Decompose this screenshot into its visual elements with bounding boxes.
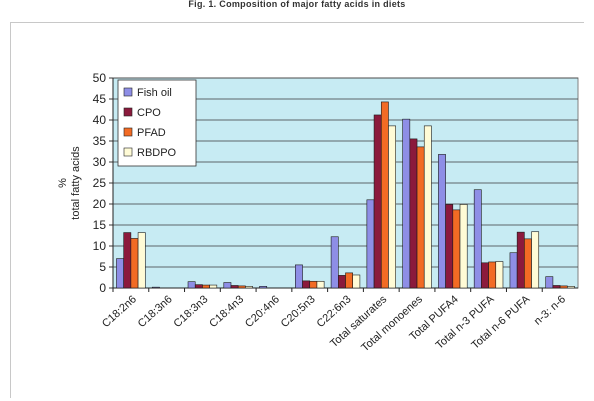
bar-cpo xyxy=(409,138,418,289)
bar-pfad xyxy=(416,146,425,289)
bar-fish-oil xyxy=(295,264,303,289)
bar-rbdpo xyxy=(137,232,146,289)
bar-cpo xyxy=(481,262,489,289)
y-axis-label: %total fatty acids xyxy=(57,146,82,220)
bar-fish-oil xyxy=(223,282,232,289)
bar-pfad xyxy=(559,285,568,289)
x-tick-label: n-3: n-6 xyxy=(532,293,568,327)
bar-fish-oil xyxy=(259,286,268,289)
legend-swatch xyxy=(123,107,133,117)
y-tick-label: 5 xyxy=(99,260,106,274)
bar-fish-oil xyxy=(330,236,339,289)
bar-pfad xyxy=(488,261,497,289)
y-axis-label-line: % xyxy=(57,178,69,188)
bar-fish-oil xyxy=(366,199,375,289)
y-tick-label: 25 xyxy=(93,176,107,190)
bar-rbdpo xyxy=(567,286,575,289)
bar-cpo xyxy=(230,285,239,289)
bar-cpo xyxy=(123,232,132,289)
bar-fish-oil xyxy=(509,252,518,289)
y-tick-label: 15 xyxy=(93,218,107,232)
legend-swatch xyxy=(123,147,133,157)
y-tick-label: 40 xyxy=(93,113,107,127)
bar-rbdpo xyxy=(459,204,468,289)
legend-label: PFAD xyxy=(137,127,166,139)
bar-fish-oil xyxy=(187,281,196,289)
bar-cpo xyxy=(445,204,454,289)
chart-frame xyxy=(10,22,584,398)
x-tick-label: C18:3n3 xyxy=(171,293,210,330)
bar-pfad xyxy=(380,101,389,289)
x-tick-label: Total monoenes xyxy=(359,293,425,354)
legend-label: RBDPO xyxy=(137,147,177,159)
bar-rbdpo xyxy=(495,261,504,289)
bar-rbdpo xyxy=(245,286,253,289)
figure-caption: Fig. 1. Composition of major fatty acids… xyxy=(188,0,406,9)
bar-rbdpo xyxy=(423,125,432,289)
bar-fish-oil xyxy=(402,118,411,289)
legend-swatch xyxy=(123,87,133,97)
bar-fish-oil xyxy=(545,276,554,289)
bar-pfad xyxy=(130,238,139,289)
bar-pfad xyxy=(524,238,532,289)
bar-pfad xyxy=(202,284,210,289)
bar-rbdpo xyxy=(209,284,218,289)
x-tick-label: C18:2n6 xyxy=(100,293,139,330)
x-tick-label: C20:5n3 xyxy=(279,293,318,330)
y-axis-label-line: total fatty acids xyxy=(70,146,82,220)
y-tick-label: 45 xyxy=(93,92,107,106)
bar-fish-oil xyxy=(151,286,160,289)
bar-fish-oil xyxy=(473,189,482,289)
bar-pfad xyxy=(309,280,318,289)
y-tick-label: 30 xyxy=(93,155,107,169)
y-tick-label: 35 xyxy=(93,134,107,148)
bar-rbdpo xyxy=(531,231,540,289)
y-tick-label: 50 xyxy=(93,71,107,85)
y-tick-label: 20 xyxy=(93,197,107,211)
x-tick-label: C18:3n6 xyxy=(136,293,175,330)
bar-cpo xyxy=(337,275,346,289)
bar-pfad xyxy=(345,272,353,289)
bar-fish-oil xyxy=(116,258,124,289)
bar-cpo xyxy=(302,280,311,289)
bar-cpo xyxy=(552,285,561,289)
x-tick-label: C18:4n3 xyxy=(207,293,246,330)
x-tick-label: C20:4n6 xyxy=(243,293,282,330)
y-tick-label: 10 xyxy=(93,239,107,253)
bar-rbdpo xyxy=(388,125,396,289)
bar-rbdpo xyxy=(352,274,361,289)
legend-label: Fish oil xyxy=(137,87,172,99)
legend-swatch xyxy=(123,127,133,137)
y-tick-label: 0 xyxy=(99,281,106,295)
bar-rbdpo xyxy=(316,280,325,289)
bar-pfad xyxy=(452,209,461,289)
bar-fish-oil xyxy=(438,154,446,289)
bar-cpo xyxy=(516,231,525,289)
bar-cpo xyxy=(373,114,382,289)
bar-pfad xyxy=(237,285,246,289)
bar-cpo xyxy=(194,284,203,289)
legend-label: CPO xyxy=(137,107,161,119)
